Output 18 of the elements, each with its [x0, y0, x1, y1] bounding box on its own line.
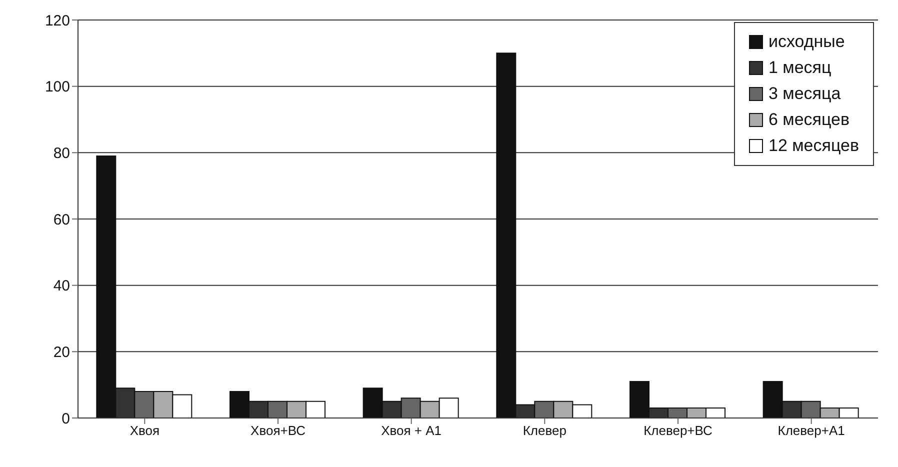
- x-tick-label: Хвоя+ВС: [250, 423, 306, 438]
- legend-label: исходные: [768, 31, 845, 53]
- y-tick-label: 60: [53, 211, 70, 228]
- x-tick-label: Клевер+ВС: [644, 423, 712, 438]
- y-tick-label: 0: [62, 410, 70, 428]
- legend-label: 12 месяцев: [768, 135, 859, 157]
- y-tick-label: 80: [53, 144, 70, 162]
- y-tick-label: 40: [53, 278, 70, 295]
- x-tick-label: Клевер: [522, 423, 566, 438]
- legend-label: 6 месяцев: [768, 109, 850, 131]
- y-tick-label: 100: [44, 78, 70, 96]
- legend-label: 3 месяца: [768, 83, 841, 105]
- y-tick-label: 120: [44, 12, 70, 30]
- y-tick-label: 20: [53, 344, 70, 361]
- x-tick-label: Хвоя: [130, 423, 160, 438]
- x-tick-label: Хвоя + А1: [381, 423, 442, 438]
- legend-label: 1 месяц: [768, 57, 832, 79]
- x-tick-label: Клевер+А1: [778, 423, 845, 438]
